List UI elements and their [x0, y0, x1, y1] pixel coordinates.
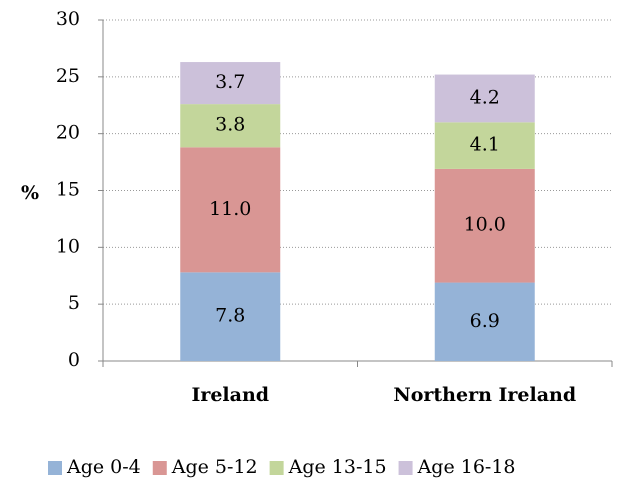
legend-swatch [398, 461, 413, 475]
bar-segment [180, 62, 281, 105]
y-tick-label: 5 [68, 292, 80, 314]
bar-segment [180, 147, 281, 273]
data-label: 4.1 [470, 134, 500, 156]
legend-label: Age 16-18 [417, 456, 516, 478]
data-label: 3.7 [215, 71, 245, 93]
legend-label: Age 13-15 [288, 456, 387, 478]
legend-swatch [152, 461, 167, 475]
data-label: 6.9 [470, 310, 500, 332]
bar-segment [434, 74, 535, 123]
y-tick-label: 30 [56, 8, 80, 30]
data-label: 7.8 [215, 305, 245, 327]
legend-swatch [48, 461, 62, 475]
x-tick-label: Ireland [191, 384, 269, 406]
data-label: 11.0 [209, 198, 251, 220]
x-tick-label: Northern Ireland [393, 384, 576, 406]
y-tick-label: 20 [56, 122, 80, 144]
y-tick-label: 10 [56, 235, 80, 257]
bar-segment [434, 282, 535, 361]
bar-segment [180, 272, 281, 361]
bar-segment [434, 168, 535, 283]
data-label: 10.0 [464, 214, 506, 236]
y-axis-label: % [21, 182, 39, 204]
legend-label: Age 0-4 [66, 456, 141, 478]
data-label: 3.8 [215, 114, 245, 136]
legend-label: Age 5-12 [171, 456, 258, 478]
legend-swatch [269, 461, 284, 475]
bar-segment [180, 104, 281, 148]
y-tick-label: 0 [68, 349, 80, 371]
y-tick-label: 25 [56, 65, 80, 87]
y-tick-label: 15 [56, 179, 80, 201]
data-label: 4.2 [470, 86, 500, 108]
bar-segment [434, 122, 535, 169]
